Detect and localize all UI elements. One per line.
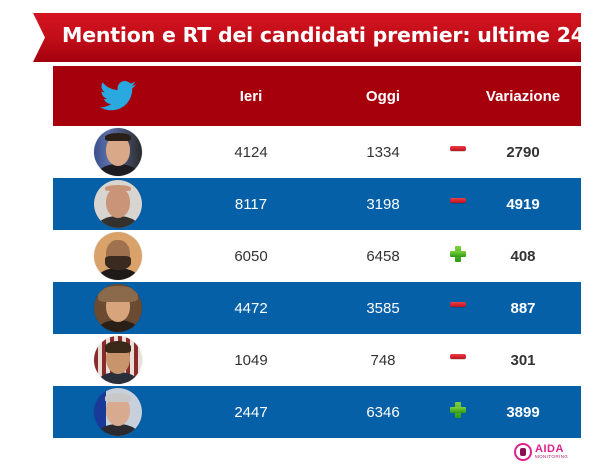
column-header-ieri: Ieri (239, 87, 263, 105)
variazione-value: 2790 (506, 143, 540, 161)
plus-icon (450, 246, 466, 262)
ieri-value: 6050 (234, 247, 268, 265)
twitter-bird-icon (86, 66, 150, 126)
ieri-value: 4472 (234, 299, 268, 317)
ieri-value: 8117 (234, 195, 268, 213)
title-banner: Mention e RT dei candidati premier: ulti… (33, 13, 581, 62)
oggi-value: 748 (370, 351, 396, 369)
candidate-3-avatar (94, 232, 142, 280)
candidate-5-avatar (94, 336, 142, 384)
table-row: 8117 3198 4919 (53, 178, 581, 230)
logo-name: AIDA (535, 443, 564, 456)
plus-icon (450, 402, 466, 418)
variazione-value: 4919 (506, 195, 540, 213)
column-header-oggi: Oggi (365, 87, 401, 105)
oggi-value: 6346 (366, 403, 400, 421)
variazione-value: 3899 (506, 403, 540, 421)
table-row: 4472 3585 887 (53, 282, 581, 334)
oggi-value: 1334 (366, 143, 400, 161)
table-row: 6050 6458 408 (53, 230, 581, 282)
table-row: 2447 6346 3899 (53, 386, 581, 438)
ieri-value: 2447 (234, 403, 268, 421)
aida-logo-icon (514, 443, 532, 461)
minus-icon (450, 353, 466, 359)
oggi-value: 6458 (366, 247, 400, 265)
candidate-4-avatar (94, 284, 142, 332)
variazione-value: 887 (510, 299, 536, 317)
table-row: 4124 1334 2790 (53, 126, 581, 178)
candidate-2-avatar (94, 180, 142, 228)
column-header-variazione: Variazione (485, 87, 561, 105)
aida-monitoring-logo: AIDA MONITORING (514, 441, 568, 463)
page-title: Mention e RT dei candidati premier: ulti… (62, 23, 600, 47)
table-row: 1049 748 301 (53, 334, 581, 386)
logo-subtitle: MONITORING (535, 454, 569, 460)
oggi-value: 3198 (366, 195, 400, 213)
ieri-value: 1049 (234, 351, 268, 369)
candidate-6-avatar (94, 388, 142, 436)
variazione-value: 301 (510, 351, 536, 369)
ieri-value: 4124 (234, 143, 268, 161)
mentions-table: Ieri Oggi Variazione 4124 1334 2790 8117… (53, 66, 581, 438)
minus-icon (450, 197, 466, 203)
candidate-1-avatar (94, 128, 142, 176)
minus-icon (450, 301, 466, 307)
variazione-value: 408 (510, 247, 536, 265)
minus-icon (450, 145, 466, 151)
table-header: Ieri Oggi Variazione (53, 66, 581, 126)
oggi-value: 3585 (366, 299, 400, 317)
